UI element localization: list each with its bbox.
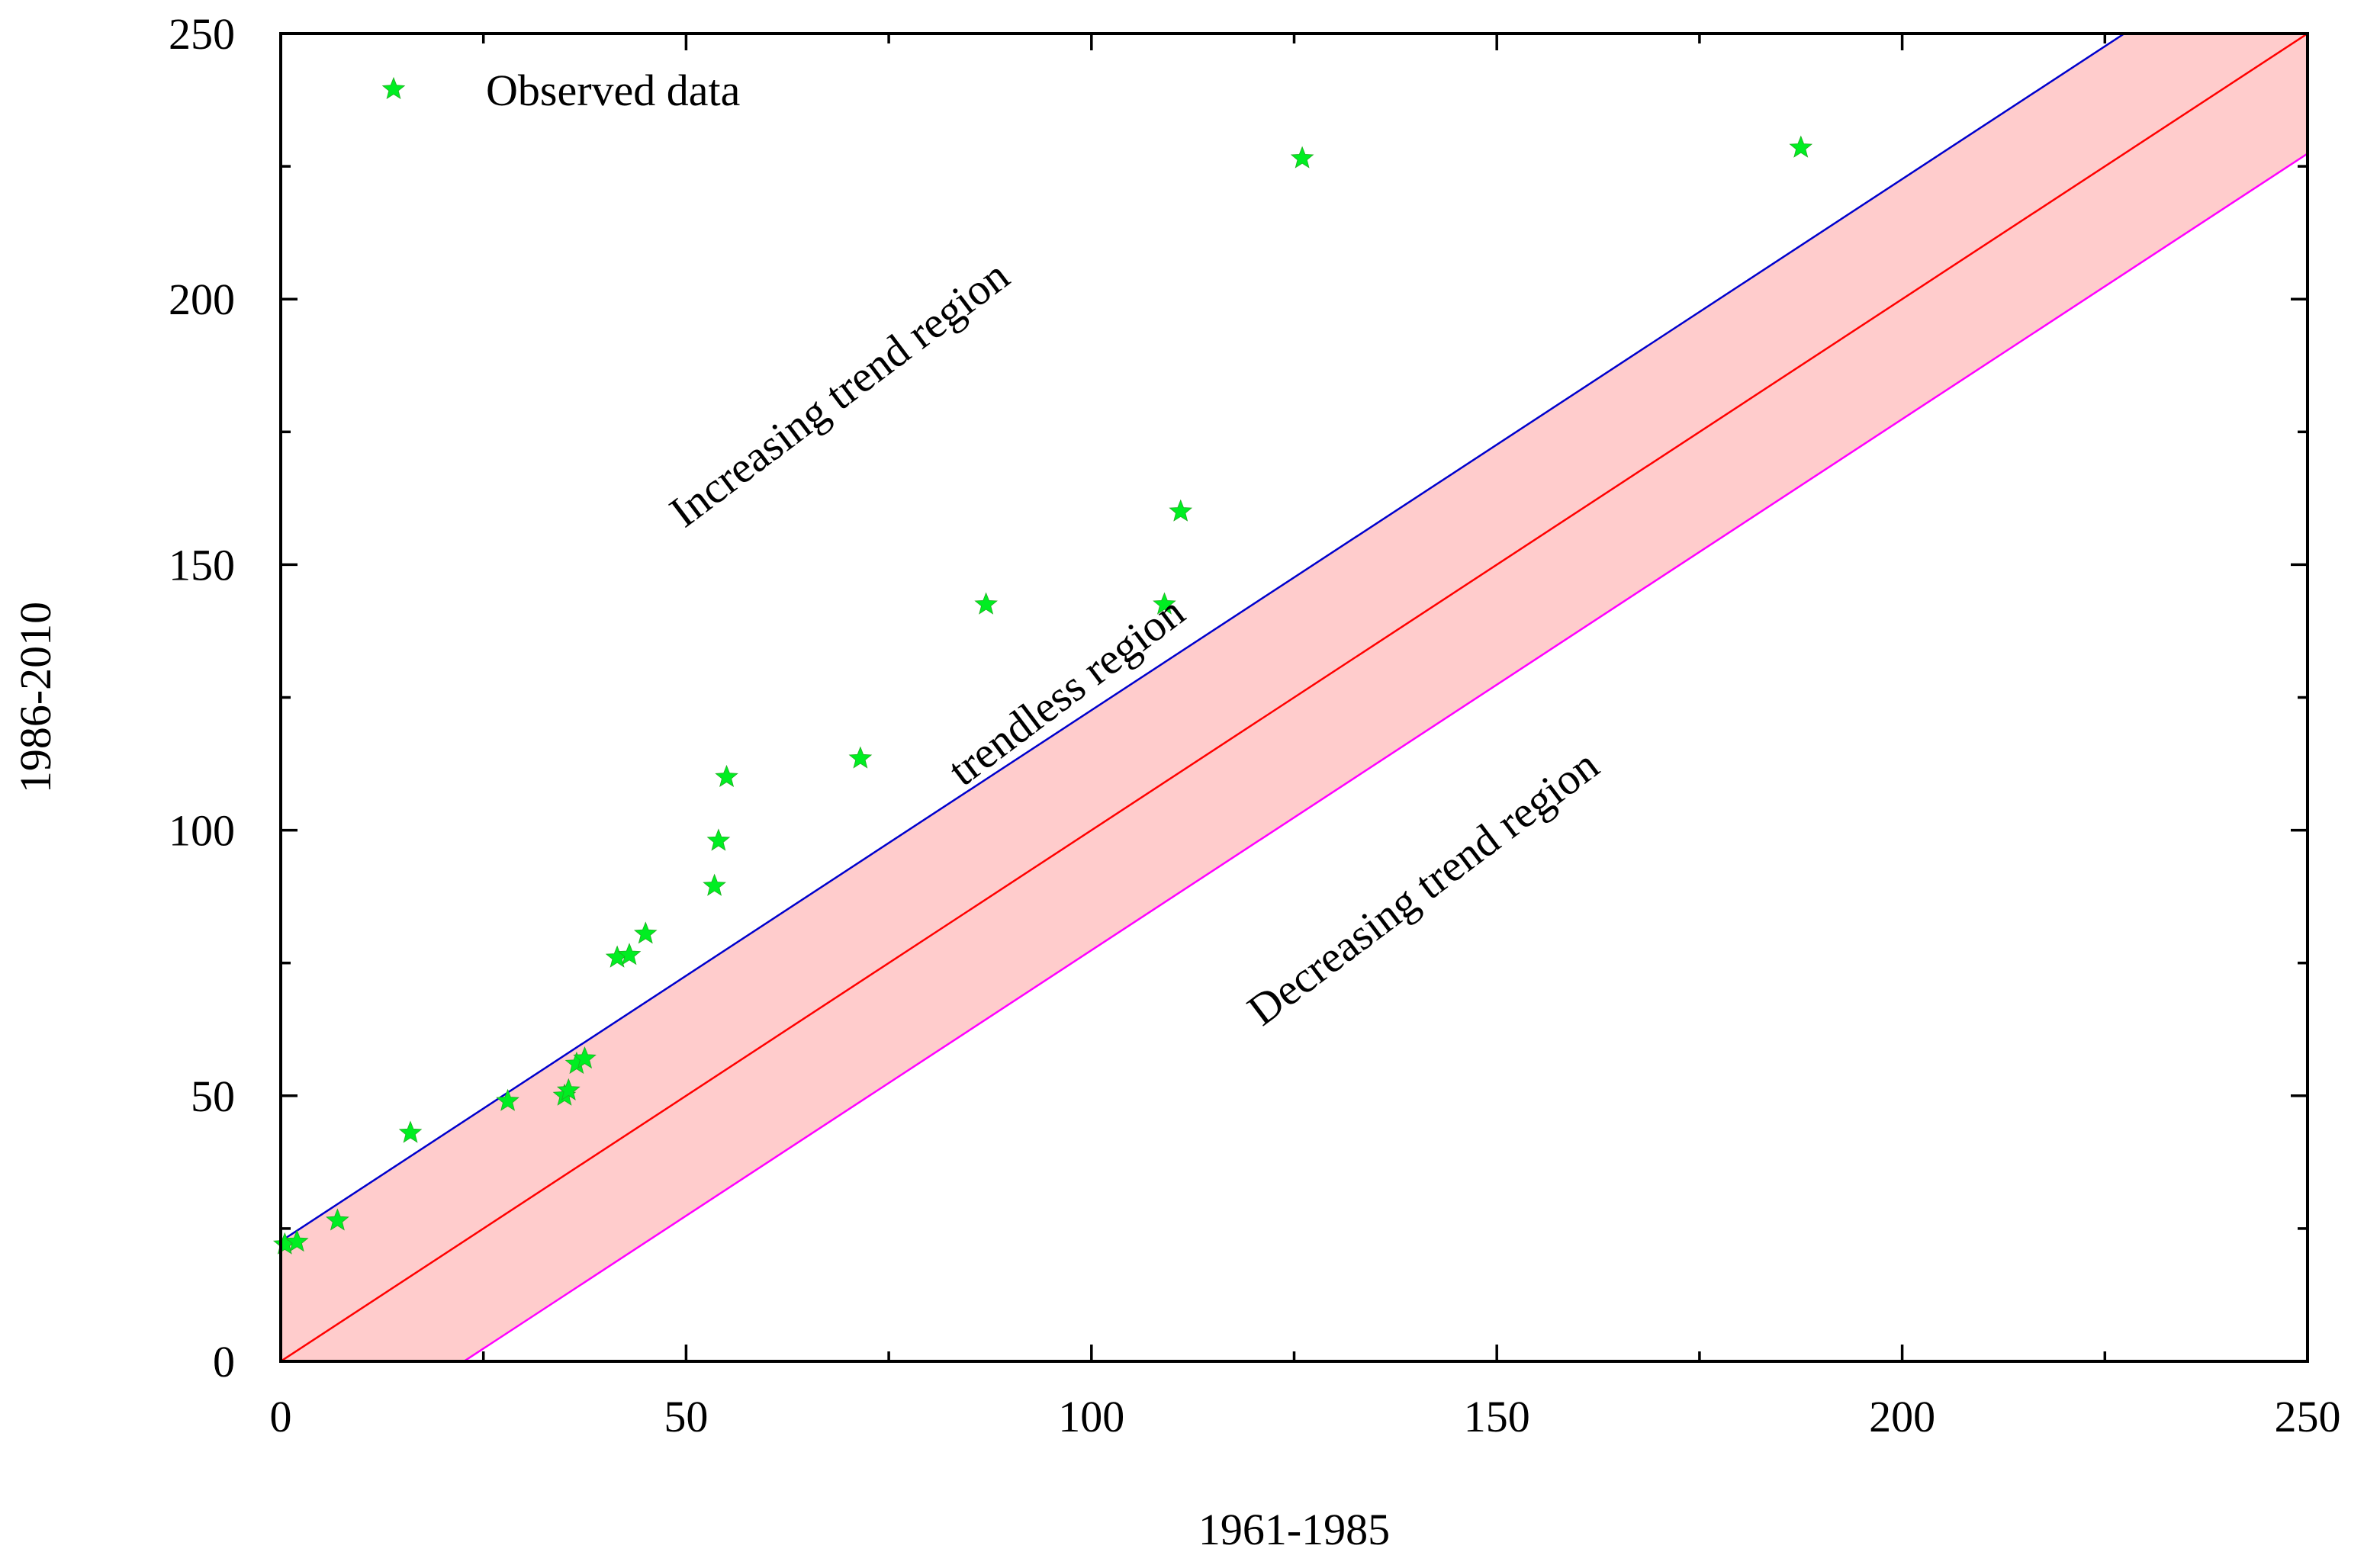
one-to-one-line xyxy=(281,34,2308,1361)
data-point xyxy=(703,873,726,896)
x-tick-label: 200 xyxy=(1869,1392,1935,1441)
axes-layer xyxy=(279,32,2309,1363)
upper-bound-line xyxy=(281,34,2127,1242)
x-axis-title: 1961-1985 xyxy=(1198,1505,1390,1554)
data-point xyxy=(398,1120,423,1143)
y-tick-label: 200 xyxy=(169,275,235,324)
y-tick-label: 0 xyxy=(213,1337,235,1386)
lower-bound-line xyxy=(462,153,2308,1361)
data-point xyxy=(1789,135,1813,158)
x-tick-label: 250 xyxy=(2275,1392,2341,1441)
data-points-layer xyxy=(272,135,1813,1255)
data-point xyxy=(326,1208,349,1231)
data-point xyxy=(633,921,658,944)
x-tick-label: 150 xyxy=(1464,1392,1530,1441)
data-point xyxy=(556,1078,581,1100)
y-tick-label: 50 xyxy=(191,1072,235,1121)
data-point xyxy=(496,1088,519,1111)
legend-label: Observed data xyxy=(486,66,740,115)
data-point xyxy=(974,592,998,615)
data-point xyxy=(617,943,642,966)
y-tick-label: 150 xyxy=(169,540,235,590)
x-tick-label: 100 xyxy=(1058,1392,1124,1441)
y-axis-title: 1986-2010 xyxy=(11,602,60,793)
data-point xyxy=(573,1046,597,1069)
y-tick-label: 100 xyxy=(169,806,235,856)
data-point xyxy=(706,828,731,851)
legend-star-icon xyxy=(381,76,406,99)
x-tick-label: 0 xyxy=(270,1392,292,1441)
data-point xyxy=(1153,592,1176,615)
data-point xyxy=(848,746,873,769)
data-point xyxy=(715,764,738,787)
data-point xyxy=(1290,146,1314,169)
region-annotation: Increasing trend region xyxy=(661,250,1018,537)
data-point xyxy=(1169,499,1193,522)
x-tick-label: 50 xyxy=(664,1392,708,1441)
trend-lines-layer xyxy=(281,34,2308,1361)
y-tick-label: 250 xyxy=(169,9,235,59)
data-point xyxy=(285,1229,309,1252)
